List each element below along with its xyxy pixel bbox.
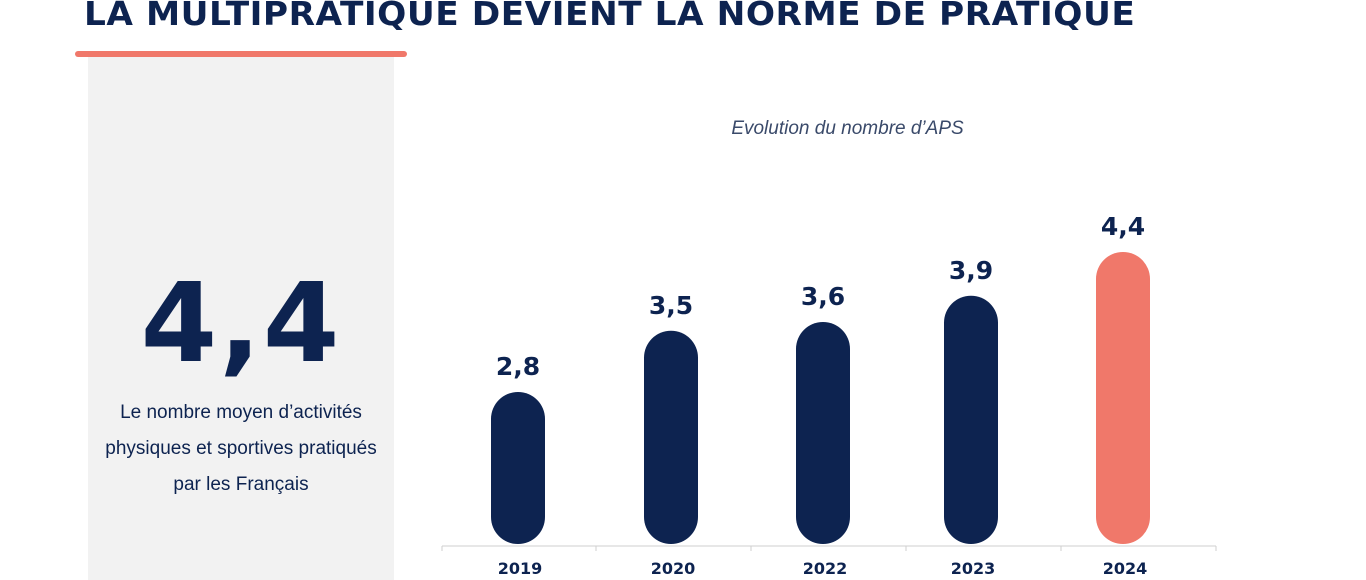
bar-2023 [944, 295, 998, 544]
category-label-2022: 2022 [803, 559, 848, 578]
bar-2024 [1096, 252, 1150, 544]
bar-2019 [491, 392, 545, 544]
page-title: LA MULTIPRATIQUE DEVIENT LA NORME DE PRA… [84, 0, 1136, 33]
key-figure-panel: 4,4 Le nombre moyen d’activités physique… [88, 57, 394, 580]
category-label-2023: 2023 [951, 559, 996, 578]
bar-2022 [796, 322, 850, 544]
chart-title: Evolution du nombre d’APS [731, 118, 964, 139]
key-figure-description: Le nombre moyen d’activités physiques et… [105, 402, 377, 495]
value-label-2024: 4,4 [1101, 212, 1145, 241]
key-figure-value: 4,4 [140, 259, 342, 387]
category-label-2019: 2019 [498, 559, 543, 578]
category-label-2024: 2024 [1103, 559, 1148, 578]
category-label-2020: 2020 [651, 559, 696, 578]
bar-2020 [644, 330, 698, 544]
value-label-2022: 3,6 [801, 282, 845, 311]
value-label-2019: 2,8 [496, 352, 540, 381]
value-label-2023: 3,9 [949, 256, 993, 285]
title-underline [75, 51, 407, 57]
value-label-2020: 3,5 [649, 291, 693, 320]
